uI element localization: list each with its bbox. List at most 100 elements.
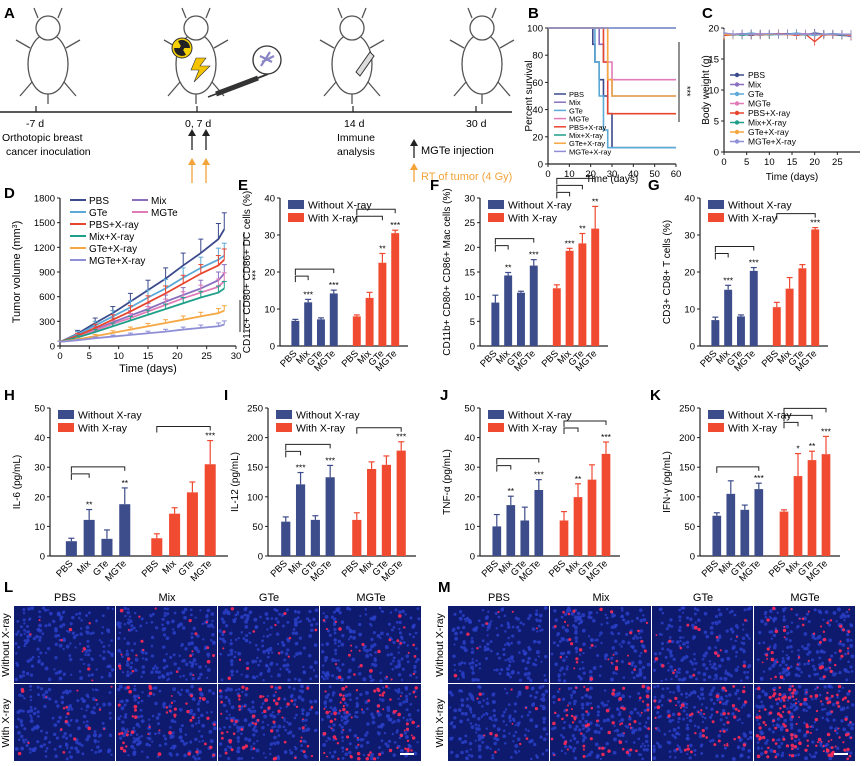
bar-sig-bracket (776, 213, 816, 220)
nucleus-dot (53, 723, 58, 727)
bar-h-ytick-label: 50 (34, 404, 45, 415)
signal-dot (686, 744, 690, 747)
nucleus-dot (330, 754, 335, 759)
signal-dot (791, 695, 795, 698)
nucleus-dot (44, 651, 48, 655)
nucleus-dot (65, 691, 70, 695)
signal-dot (611, 721, 615, 725)
bodyweight-ytick-label: 10 (708, 86, 719, 97)
nucleus-dot (462, 675, 466, 679)
nucleus-dot (768, 615, 772, 619)
signal-dot (295, 705, 299, 709)
nucleus-dot (150, 620, 154, 624)
nucleus-dot (794, 739, 797, 743)
nucleus-dot (16, 619, 20, 623)
nucleus-dot (52, 619, 56, 624)
nucleus-dot (16, 663, 20, 667)
signal-dot (822, 675, 826, 679)
nucleus-dot (471, 658, 474, 661)
signal-dot (173, 713, 177, 717)
nucleus-dot (574, 629, 578, 633)
signal-dot (838, 736, 841, 739)
nucleus-dot (621, 694, 625, 699)
nucleus-dot (481, 639, 485, 643)
nucleus-dot (545, 732, 549, 736)
nucleus-dot (702, 663, 706, 667)
nucleus-dot (762, 670, 766, 673)
nucleus-dot (406, 660, 410, 664)
signal-dot (820, 665, 824, 669)
signal-dot (717, 739, 721, 743)
nucleus-dot (98, 706, 102, 710)
signal-dot (525, 737, 529, 740)
signal-dot (62, 707, 66, 710)
nucleus-dot (23, 644, 27, 648)
signal-dot (238, 658, 242, 661)
nucleus-dot (530, 738, 534, 743)
nucleus-dot (99, 749, 103, 753)
nucleus-dot (400, 657, 404, 661)
signal-dot (788, 753, 791, 756)
nucleus-dot (794, 705, 799, 710)
nucleus-dot (543, 654, 548, 659)
nucleus-dot (309, 623, 314, 627)
nucleus-dot (572, 623, 576, 628)
signal-dot (830, 738, 833, 741)
bar-sig-stars: *** (390, 220, 401, 230)
nucleus-dot (48, 740, 52, 744)
nucleus-dot (181, 610, 186, 615)
signal-dot (756, 754, 761, 759)
nucleus-dot (716, 697, 720, 702)
signal-dot (511, 722, 514, 725)
bodyweight-legend-marker (734, 101, 740, 106)
nucleus-dot (133, 642, 137, 646)
nucleus-dot (126, 641, 131, 646)
panel-letter-a: A (4, 5, 15, 22)
nucleus-dot (132, 726, 136, 730)
nucleus-dot (140, 675, 143, 678)
nucleus-dot (70, 746, 74, 750)
signal-dot (353, 673, 356, 676)
nucleus-dot (673, 735, 677, 739)
nucleus-dot (468, 707, 473, 712)
nucleus-dot (685, 736, 690, 741)
nucleus-dot (371, 715, 376, 720)
nucleus-dot (302, 665, 305, 669)
nucleus-dot (670, 677, 673, 681)
nucleus-dot (27, 607, 31, 611)
signal-dot (131, 669, 135, 673)
nucleus-dot (161, 623, 164, 627)
nucleus-dot (78, 612, 82, 616)
nucleus-dot (20, 734, 24, 739)
nucleus-dot (485, 701, 490, 706)
signal-dot (765, 653, 769, 657)
nucleus-dot (95, 668, 98, 671)
nucleus-dot (164, 742, 168, 746)
nucleus-dot (811, 658, 815, 662)
nucleus-dot (562, 697, 566, 701)
nucleus-dot (148, 723, 151, 727)
nucleus-dot (178, 735, 183, 740)
nucleus-dot (484, 657, 488, 661)
nucleus-dot (402, 716, 405, 720)
nucleus-dot (660, 633, 663, 636)
signal-dot (138, 696, 141, 699)
nucleus-dot (563, 672, 566, 676)
nucleus-dot (345, 703, 349, 707)
nucleus-dot (682, 636, 685, 639)
micrograph-background (320, 684, 421, 761)
nucleus-dot (637, 727, 642, 732)
nucleus-dot (805, 702, 809, 706)
nucleus-dot (668, 636, 672, 639)
nucleus-dot (162, 734, 166, 738)
nucleus-dot (642, 645, 646, 649)
nucleus-dot (340, 677, 344, 682)
nucleus-dot (844, 652, 847, 656)
mouse-icon-2 (163, 7, 229, 104)
nucleus-dot (496, 633, 500, 637)
signal-dot (245, 687, 249, 691)
nucleus-dot (825, 742, 829, 747)
signal-dot (785, 728, 789, 732)
nucleus-dot (23, 727, 27, 731)
